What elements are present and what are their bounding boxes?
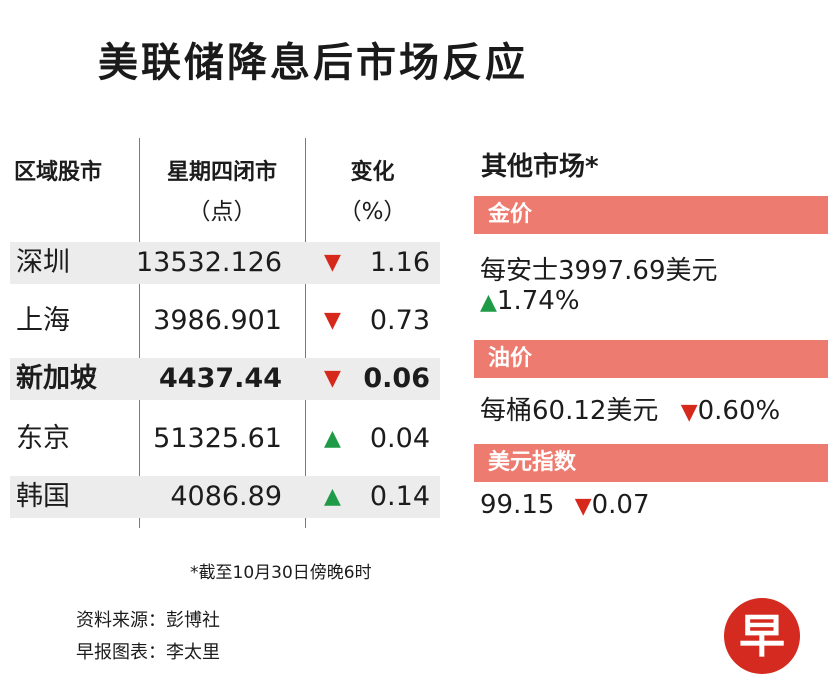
- source-credit: 资料来源：彭博社: [76, 610, 220, 631]
- down-arrow-icon: ▼: [680, 400, 698, 425]
- up-arrow-icon: ▲: [480, 290, 497, 315]
- market-name: 上海: [16, 305, 70, 336]
- close-value: 51325.61: [153, 423, 282, 454]
- usd-index-label-bar: 美元指数: [474, 444, 828, 482]
- market-name: 新加坡: [16, 363, 97, 394]
- gold-price: 每安士3997.69美元: [480, 256, 718, 286]
- oil-label-bar: 油价: [474, 340, 828, 378]
- header-close-unit: （点）: [187, 199, 257, 225]
- footnote: *截至10月30日傍晚6时: [190, 563, 372, 583]
- header-close-label: 星期四闭市: [166, 160, 277, 185]
- zaobao-logo: 早: [724, 598, 800, 674]
- header-market: 区域股市: [10, 154, 143, 254]
- close-value: 13532.126: [135, 247, 282, 278]
- change-value: 1.16: [369, 247, 430, 278]
- down-arrow-icon: ▼: [324, 250, 341, 275]
- page-title: 美联储降息后市场反应: [98, 40, 528, 86]
- gold-change-value: 1.74%: [496, 286, 580, 316]
- header-change-unit: （%）: [338, 199, 407, 225]
- close-value: 4086.89: [170, 481, 282, 512]
- up-arrow-icon: ▲: [324, 484, 341, 509]
- usd-index-line: 99.15 ▼0.07: [480, 490, 650, 520]
- change-value: 0.04: [369, 423, 430, 454]
- market-name: 东京: [16, 423, 70, 454]
- gold-label-bar: 金价: [474, 196, 828, 234]
- column-divider: [305, 138, 306, 528]
- down-arrow-icon: ▼: [574, 494, 592, 519]
- header-market-label: 区域股市: [14, 160, 103, 185]
- usd-index-value: 99.15: [480, 490, 555, 520]
- table-row: 深圳 13532.126 ▼ 1.16: [10, 242, 440, 284]
- change-value: 0.14: [369, 481, 430, 512]
- oil-change-value: 0.60%: [697, 396, 781, 426]
- market-name: 韩国: [16, 481, 70, 512]
- table-row: 东京 51325.61 ▲ 0.04: [10, 418, 440, 460]
- down-arrow-icon: ▼: [324, 366, 341, 391]
- change-value: 0.73: [369, 305, 430, 336]
- table-row: 韩国 4086.89 ▲ 0.14: [10, 476, 440, 518]
- change-value: 0.06: [363, 363, 430, 394]
- down-arrow-icon: ▼: [324, 308, 341, 333]
- gold-change: ▲1.74%: [480, 286, 580, 316]
- graphic-credit: 早报图表：李太里: [76, 642, 220, 663]
- oil-line: 每桶60.12美元 ▼0.60%: [480, 390, 780, 427]
- close-value: 3986.901: [153, 305, 282, 336]
- table-row: 新加坡 4437.44 ▼ 0.06: [10, 358, 440, 400]
- header-close: 星期四闭市 （点）: [139, 154, 305, 254]
- header-change-label: 变化: [350, 160, 395, 185]
- usd-index-change: 0.07: [591, 490, 650, 520]
- up-arrow-icon: ▲: [324, 426, 341, 451]
- header-change: 变化 （%）: [305, 154, 440, 254]
- close-value: 4437.44: [159, 363, 282, 394]
- column-divider: [139, 138, 140, 528]
- other-markets-title: 其他市场*: [481, 152, 599, 182]
- oil-price: 每桶60.12美元: [480, 396, 659, 426]
- market-name: 深圳: [16, 247, 70, 278]
- table-row: 上海 3986.901 ▼ 0.73: [10, 300, 440, 342]
- market-table: 区域股市 星期四闭市 （点） 变化 （%） 深圳 13532.126 ▼ 1.1…: [10, 138, 440, 528]
